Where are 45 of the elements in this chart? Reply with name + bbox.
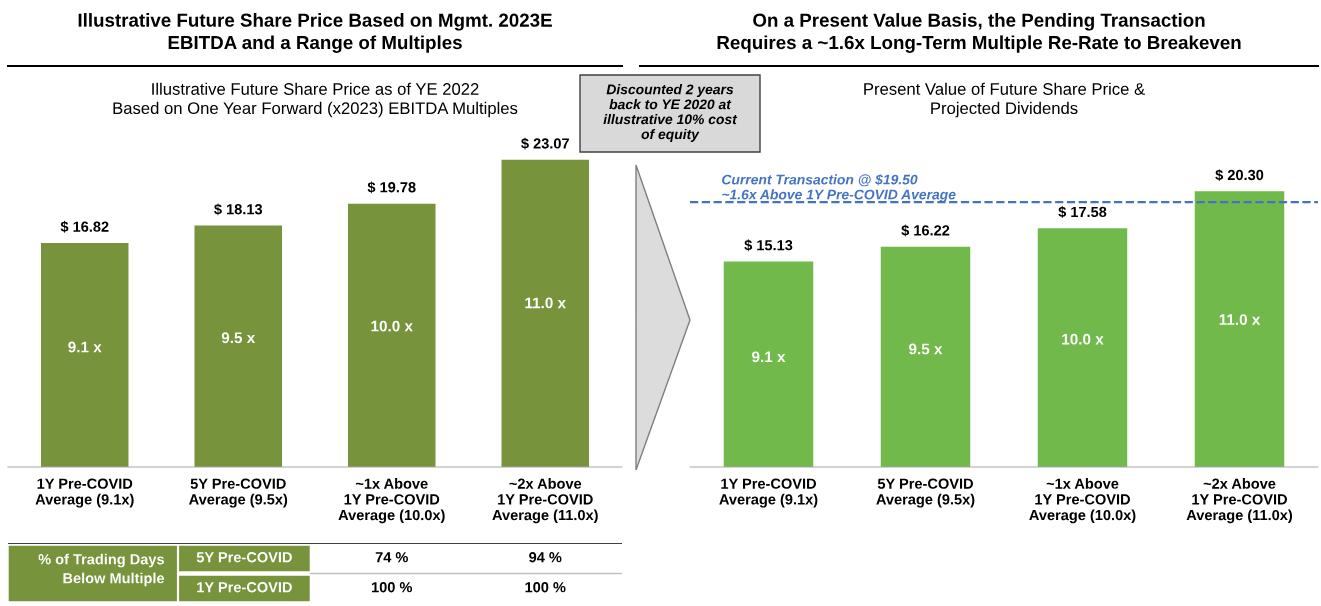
x-tick-label: ~1x Above 1Y Pre-COVID Average (10.0x) — [338, 478, 445, 524]
text: 94 % — [529, 552, 562, 563]
annotation: 10.0 x — [1062, 333, 1104, 345]
data-label: $ 23.07 — [521, 137, 569, 150]
x-tick-label: ~1x Above 1Y Pre-COVID Average (10.0x) — [1029, 478, 1136, 524]
text: 1Y Pre-COVID — [197, 582, 292, 593]
data-label: $ 20.30 — [1215, 169, 1264, 182]
chart-title: On a Present Value Basis, the Pending Transaction Requires a ~1.6x Long-Term Multiple Re-Rate to Breakeven — [717, 13, 1241, 53]
x-tick-label: 5Y Pre-COVID Average (9.5x) — [189, 478, 288, 508]
data-label: $ 17.58 — [1058, 206, 1107, 219]
text: 100 % — [525, 582, 566, 593]
chart-subtitle: Present Value of Future Share Price & Projected Dividends — [864, 82, 1145, 118]
ref-line-label: Current Transaction @ $19.50 ~1.6x Above 1Y Pre-COVID Average — [722, 174, 956, 203]
x-tick-label: 5Y Pre-COVID Average (9.5x) — [876, 478, 975, 508]
bar — [723, 261, 814, 467]
data-label: $ 16.22 — [901, 224, 950, 237]
annotation: 9.1 x — [752, 351, 786, 363]
annotation: 11.0 x — [1219, 314, 1261, 326]
annotation: 10.0 x — [371, 320, 413, 332]
bar — [880, 246, 971, 467]
text: 5Y Pre-COVID — [196, 552, 292, 563]
bar — [501, 159, 589, 467]
x-tick-label: 1Y Pre-COVID Average (9.1x) — [719, 478, 818, 508]
text: 100 % — [371, 582, 413, 593]
bar — [194, 225, 282, 467]
annotation: 9.5 x — [909, 343, 943, 355]
chart-title: Illustrative Future Share Price Based on Mgmt. 2023E EBITDA and a Range of Multiples — [78, 13, 552, 53]
bar — [1037, 228, 1128, 467]
bar — [348, 203, 436, 467]
chart-subtitle: Illustrative Future Share Price as of YE 2022 Based on One Year Forward (x2023) EBITDA Multiples — [113, 82, 518, 118]
data-label: $ 18.13 — [214, 203, 263, 216]
data-label: $ 15.13 — [744, 239, 793, 252]
data-label: $ 19.78 — [367, 181, 416, 194]
bar — [1194, 191, 1285, 467]
annotation: 9.1 x — [68, 341, 102, 353]
text: Discounted 2 years back to YE 2020 at illustrative 10% cost of equity — [603, 84, 738, 142]
x-tick-label: ~2x Above 1Y Pre-COVID Average (11.0x) — [1186, 478, 1293, 524]
text: % of Trading Days Below Multiple — [38, 553, 165, 587]
annotation: 11.0 x — [525, 297, 566, 309]
text: 74 % — [375, 552, 408, 563]
annotation: 9.5 x — [221, 332, 256, 344]
data-label: $ 16.82 — [60, 220, 109, 233]
bar — [41, 243, 129, 467]
x-tick-label: ~2x Above 1Y Pre-COVID Average (11.0x) — [492, 478, 598, 524]
x-tick-label: 1Y Pre-COVID Average (9.1x) — [35, 478, 134, 508]
